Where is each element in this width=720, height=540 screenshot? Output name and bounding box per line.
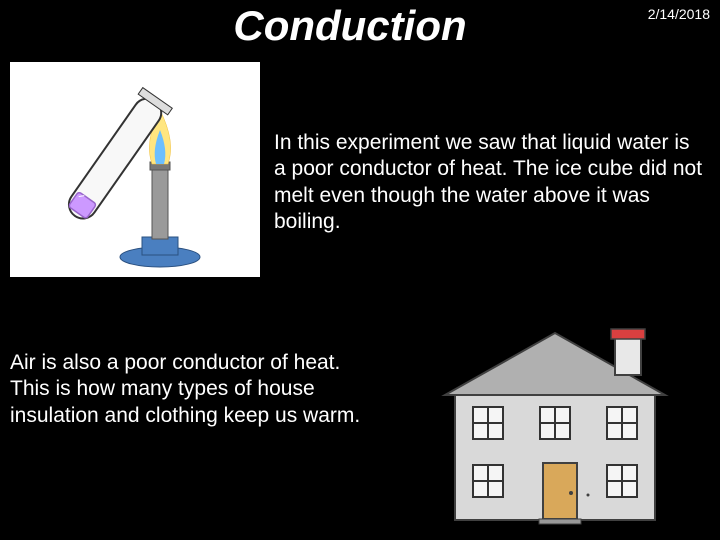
slide-date: 2/14/2018 [648,6,710,22]
paragraph-air-conductor: Air is also a poor conductor of heat. Th… [10,350,370,429]
paragraph-water-conductor: In this experiment we saw that liquid wa… [274,130,704,235]
experiment-illustration [10,62,260,277]
slide-title: Conduction [150,2,550,50]
house-illustration [425,315,685,525]
